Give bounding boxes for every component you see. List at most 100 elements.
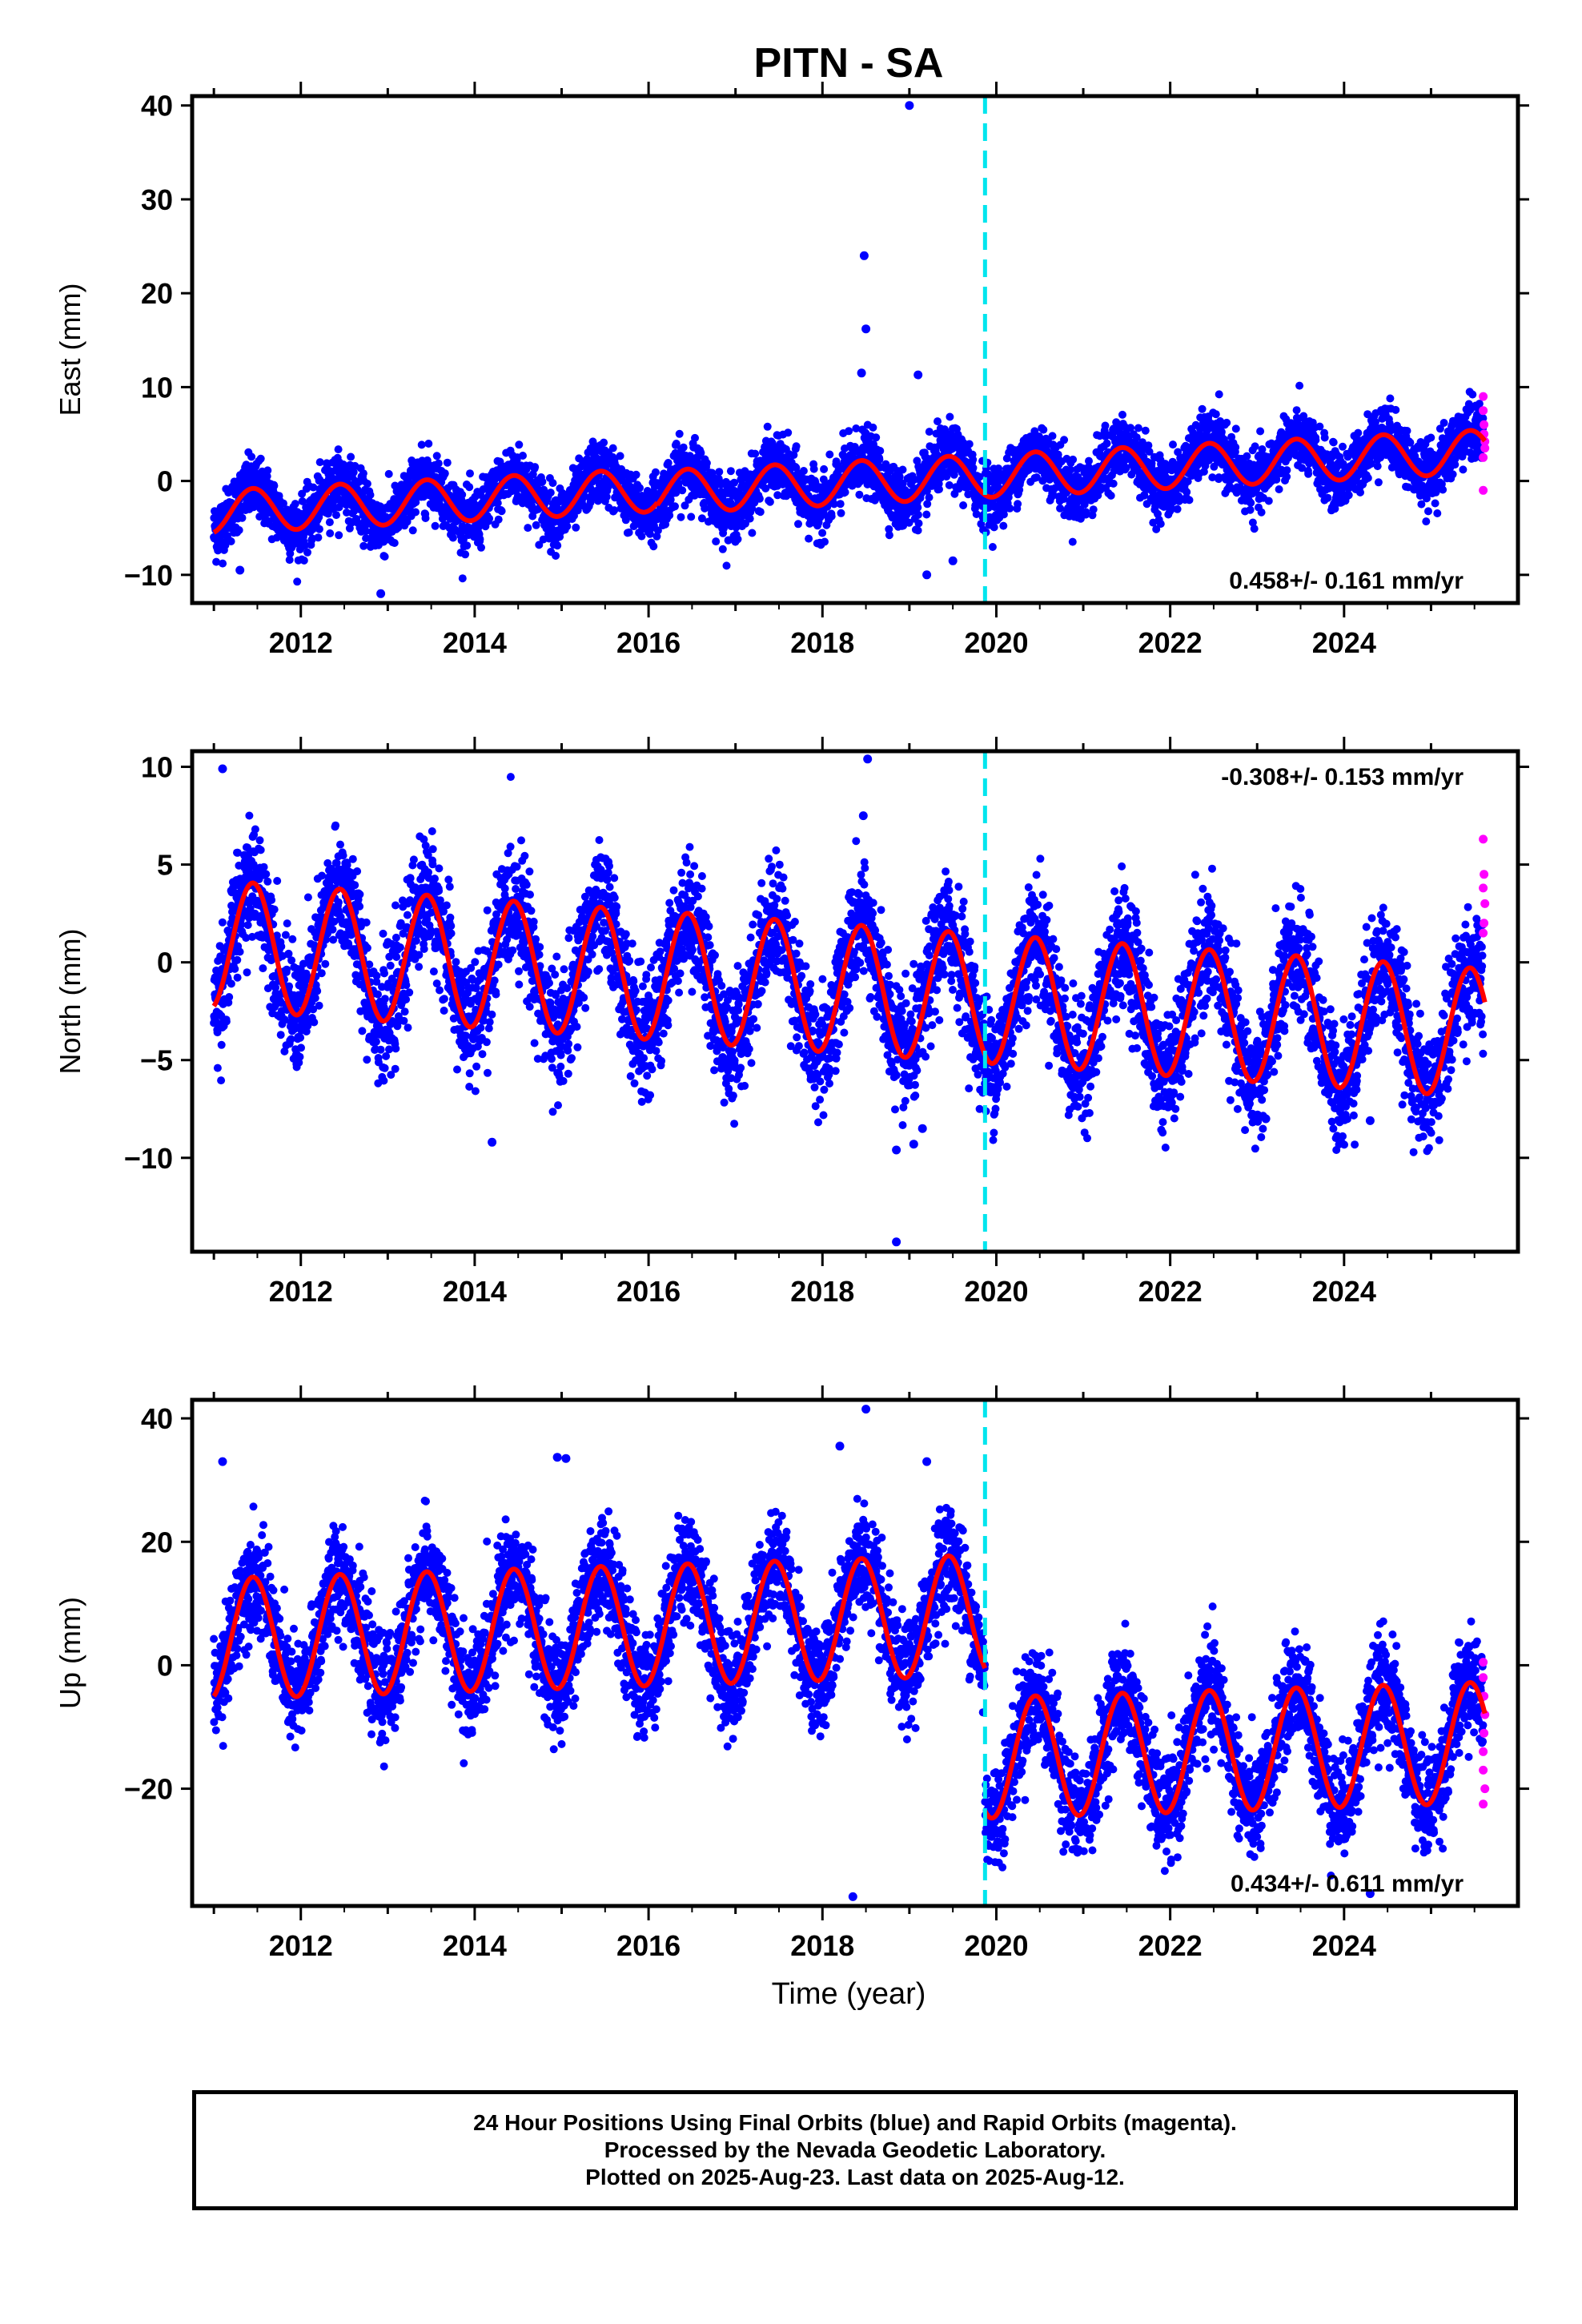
final-point bbox=[712, 537, 721, 546]
final-point bbox=[1089, 505, 1098, 514]
final-point bbox=[421, 514, 430, 522]
final-point bbox=[349, 468, 358, 476]
final-point bbox=[1169, 440, 1177, 449]
final-point bbox=[1231, 424, 1240, 433]
final-point bbox=[1039, 425, 1048, 434]
final-point bbox=[1145, 448, 1154, 456]
final-point bbox=[600, 438, 608, 447]
final-point bbox=[794, 520, 802, 529]
final-point bbox=[715, 468, 724, 476]
final-point bbox=[836, 500, 845, 509]
final-point bbox=[270, 481, 279, 490]
final-point bbox=[1126, 424, 1135, 432]
final-point bbox=[914, 519, 923, 528]
final-point bbox=[1256, 427, 1265, 436]
final-point bbox=[466, 469, 474, 478]
final-point bbox=[935, 485, 943, 493]
final-point bbox=[1147, 459, 1156, 468]
final-point bbox=[299, 556, 308, 565]
final-point bbox=[1329, 438, 1338, 447]
final-point bbox=[1050, 484, 1059, 493]
final-point bbox=[325, 518, 334, 527]
final-point bbox=[726, 467, 735, 476]
final-point bbox=[925, 493, 934, 502]
final-point bbox=[494, 515, 503, 524]
final-point bbox=[366, 491, 375, 499]
final-point bbox=[1106, 491, 1115, 500]
final-point bbox=[256, 454, 265, 463]
time-series-chart: PITN - SA 2012 2014 2016 2018 2020 2022 2024−1… bbox=[54, 40, 1529, 2011]
final-point bbox=[1298, 464, 1307, 472]
final-point bbox=[1227, 432, 1236, 441]
final-point bbox=[235, 526, 243, 534]
final-point bbox=[675, 429, 684, 438]
final-point bbox=[745, 514, 754, 523]
final-point bbox=[718, 545, 727, 553]
final-point bbox=[841, 488, 849, 497]
final-point bbox=[303, 548, 311, 557]
final-point bbox=[531, 463, 540, 472]
final-point bbox=[552, 552, 560, 560]
final-point bbox=[1323, 493, 1332, 502]
final-point bbox=[763, 422, 772, 431]
final-point bbox=[300, 541, 309, 550]
final-point bbox=[756, 508, 765, 517]
final-point bbox=[524, 524, 532, 533]
final-point bbox=[809, 464, 818, 473]
final-point bbox=[1134, 424, 1142, 432]
final-point bbox=[875, 455, 884, 464]
final-point bbox=[954, 485, 963, 493]
final-point bbox=[624, 528, 633, 537]
final-point bbox=[212, 557, 221, 566]
final-point bbox=[1032, 473, 1041, 482]
final-point bbox=[1354, 428, 1363, 437]
final-point bbox=[1183, 477, 1192, 486]
final-point bbox=[748, 529, 757, 537]
final-point bbox=[1140, 491, 1149, 500]
final-point bbox=[362, 534, 371, 543]
final-point bbox=[1311, 436, 1320, 444]
final-point bbox=[820, 464, 829, 473]
final-point bbox=[424, 440, 433, 448]
final-point bbox=[666, 495, 675, 504]
final-point bbox=[263, 472, 271, 480]
final-point bbox=[946, 412, 954, 421]
final-point bbox=[616, 452, 624, 460]
final-point bbox=[1295, 381, 1304, 390]
final-point bbox=[999, 521, 1008, 530]
final-point bbox=[548, 479, 557, 488]
final-point bbox=[326, 529, 335, 537]
final-point bbox=[959, 501, 968, 509]
final-point bbox=[440, 469, 449, 478]
final-point bbox=[572, 523, 580, 532]
final-point bbox=[792, 442, 801, 451]
final-point bbox=[637, 532, 646, 541]
final-point bbox=[1344, 491, 1353, 500]
final-point bbox=[417, 440, 426, 449]
final-point bbox=[1056, 504, 1065, 513]
final-point bbox=[1231, 443, 1240, 452]
final-point bbox=[913, 503, 922, 512]
final-point bbox=[334, 445, 343, 454]
final-point bbox=[1251, 442, 1259, 451]
final-point bbox=[1386, 394, 1395, 403]
east-data-layer bbox=[210, 101, 1490, 598]
final-point bbox=[1391, 405, 1400, 414]
panels: 2012 2014 2016 2018 2020 2022 2024−10010203040… bbox=[54, 82, 1529, 1962]
final-point bbox=[805, 534, 813, 543]
final-point bbox=[461, 550, 470, 559]
final-point bbox=[988, 543, 997, 551]
final-point bbox=[347, 452, 355, 461]
final-point bbox=[733, 535, 742, 544]
final-point bbox=[412, 508, 420, 517]
final-point bbox=[651, 468, 660, 476]
final-point bbox=[227, 537, 235, 545]
final-point bbox=[1118, 410, 1126, 419]
final-point bbox=[546, 489, 555, 497]
final-point bbox=[905, 518, 913, 527]
final-point bbox=[1068, 537, 1077, 546]
final-point bbox=[1060, 436, 1069, 444]
final-point bbox=[1264, 497, 1273, 505]
final-point bbox=[665, 511, 674, 520]
final-point bbox=[363, 480, 371, 488]
